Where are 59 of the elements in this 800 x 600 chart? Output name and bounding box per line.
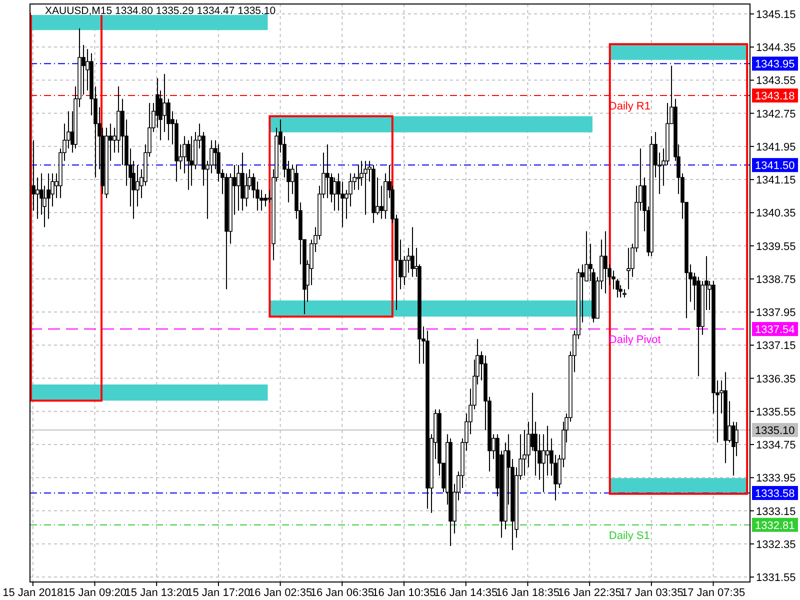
chart-title: XAUUSD,M15 1334.80 1335.29 1334.47 1335.10 — [45, 5, 276, 17]
candlestick — [264, 194, 268, 207]
y-tick-label: 1335.55 — [756, 406, 796, 418]
x-tick-label: 15 Jan 17:20 — [186, 587, 250, 599]
y-tick-label: 1333.95 — [756, 472, 796, 485]
x-tick-label: 16 Jan 06:35 — [310, 587, 374, 599]
candlestick — [380, 185, 384, 220]
y-tick-label: 1337.15 — [756, 340, 796, 352]
ref-line-label: 1343.95 — [755, 58, 795, 71]
x-tick-label: 16 Jan 14:35 — [434, 587, 498, 599]
y-tick-label: 1340.35 — [756, 208, 796, 220]
x-tick-label: 16 Jan 22:35 — [558, 587, 622, 599]
y-tick-label: 1331.55 — [756, 572, 796, 584]
candlestick — [604, 230, 608, 294]
x-tick-label: 16 Jan 10:35 — [372, 587, 436, 599]
candlestick — [190, 136, 194, 186]
y-tick-label: 1336.35 — [756, 373, 796, 386]
y-tick-label: 1333.15 — [756, 506, 796, 518]
ref-line-label: 1335.10 — [755, 425, 795, 438]
y-tick-label: 1332.35 — [756, 538, 796, 551]
ref-line-label: 1341.50 — [755, 160, 795, 172]
candlestick — [626, 247, 630, 290]
y-tick-label: 1334.75 — [756, 440, 796, 452]
candlestick — [332, 176, 336, 212]
candlestick — [244, 172, 248, 207]
candlestick — [36, 176, 40, 220]
candlestick — [182, 136, 186, 174]
candlestick — [136, 164, 140, 207]
y-tick-label: 1339.55 — [756, 240, 796, 253]
y-tick-label: 1341.95 — [756, 141, 796, 154]
candlestick — [546, 425, 550, 476]
x-tick-label: 15 Jan 09:20 — [62, 587, 127, 599]
x-tick-label: 16 Jan 02:35 — [248, 587, 312, 599]
candlestick — [364, 160, 368, 216]
ref-line-label: 1337.54 — [755, 324, 795, 336]
y-tick-label: 1345.15 — [756, 8, 796, 21]
x-tick-label: 15 Jan 13:20 — [124, 587, 188, 599]
ref-line-label: 1333.58 — [755, 488, 795, 500]
x-tick-label: 17 Jan 03:35 — [620, 587, 684, 599]
candlestick — [734, 422, 738, 457]
candlestick — [410, 226, 414, 278]
candlestick — [236, 164, 240, 212]
annotation: Daily S1 — [608, 530, 650, 542]
candlestick — [186, 140, 190, 190]
y-tick-label: 1337.95 — [756, 307, 796, 320]
ref-line-label: 1343.18 — [755, 90, 795, 103]
y-tick-label: 1342.75 — [756, 108, 796, 120]
x-tick-label: 15 Jan 2018 — [2, 587, 64, 599]
y-tick-label: 1343.55 — [756, 75, 796, 88]
candlestick — [356, 164, 360, 190]
candlestick — [326, 144, 330, 199]
x-tick-label: 17 Jan 07:35 — [681, 587, 746, 599]
y-tick-label: 1338.75 — [756, 274, 796, 286]
ref-line-label: 1332.81 — [755, 520, 795, 532]
candlestick — [162, 73, 166, 132]
y-tick-label: 1341.15 — [756, 174, 796, 187]
x-tick-label: 16 Jan 18:35 — [496, 587, 560, 599]
y-tick-label: 1344.35 — [756, 42, 796, 54]
candlestick — [82, 44, 86, 96]
